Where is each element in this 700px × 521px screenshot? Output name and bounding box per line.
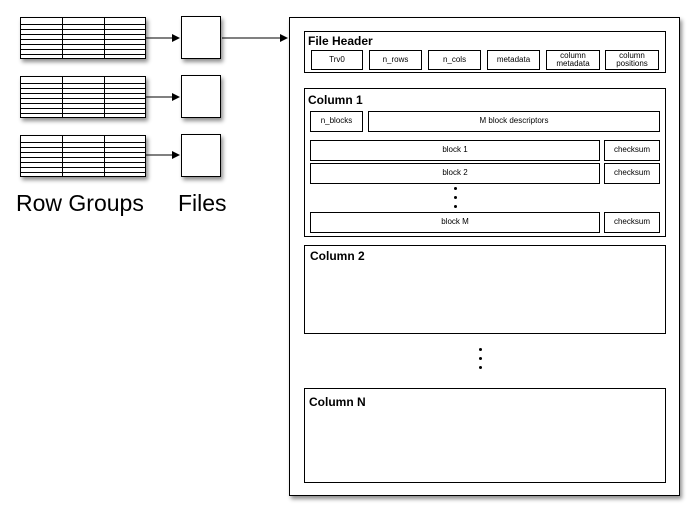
- checksum-cell: checksum: [604, 212, 660, 233]
- row-group-table: [20, 17, 146, 59]
- block-cell: block 2: [310, 163, 600, 184]
- file-header-title: File Header: [308, 34, 373, 48]
- column-2-title: Column 2: [310, 249, 365, 263]
- column-2-section: [304, 245, 666, 334]
- row-group-table: [20, 135, 146, 177]
- files-label: Files: [178, 190, 227, 216]
- header-field-metadata: metadata: [487, 50, 540, 70]
- column-n-title: Column N: [309, 395, 366, 409]
- file-box: [181, 75, 221, 118]
- header-field-trv0: Trv0: [311, 50, 363, 70]
- header-field-column-metadata: column metadata: [546, 50, 600, 70]
- column-1-title: Column 1: [308, 93, 363, 107]
- file-box: [181, 134, 221, 177]
- block-descriptors-cell: M block descriptors: [368, 111, 660, 132]
- block-cell: block 1: [310, 140, 600, 161]
- column-n-section: [304, 388, 666, 483]
- checksum-cell: checksum: [604, 140, 660, 161]
- file-box: [181, 16, 221, 59]
- n-blocks-cell: n_blocks: [310, 111, 363, 132]
- ellipsis-vertical-icon: [479, 348, 483, 375]
- row-group-table: [20, 76, 146, 118]
- block-cell: block M: [310, 212, 600, 233]
- row-groups-label: Row Groups: [16, 190, 144, 216]
- header-field-n-cols: n_cols: [428, 50, 481, 70]
- header-field-n-rows: n_rows: [369, 50, 422, 70]
- header-field-column-positions: column positions: [605, 50, 659, 70]
- ellipsis-vertical-icon: [454, 187, 458, 214]
- checksum-cell: checksum: [604, 163, 660, 184]
